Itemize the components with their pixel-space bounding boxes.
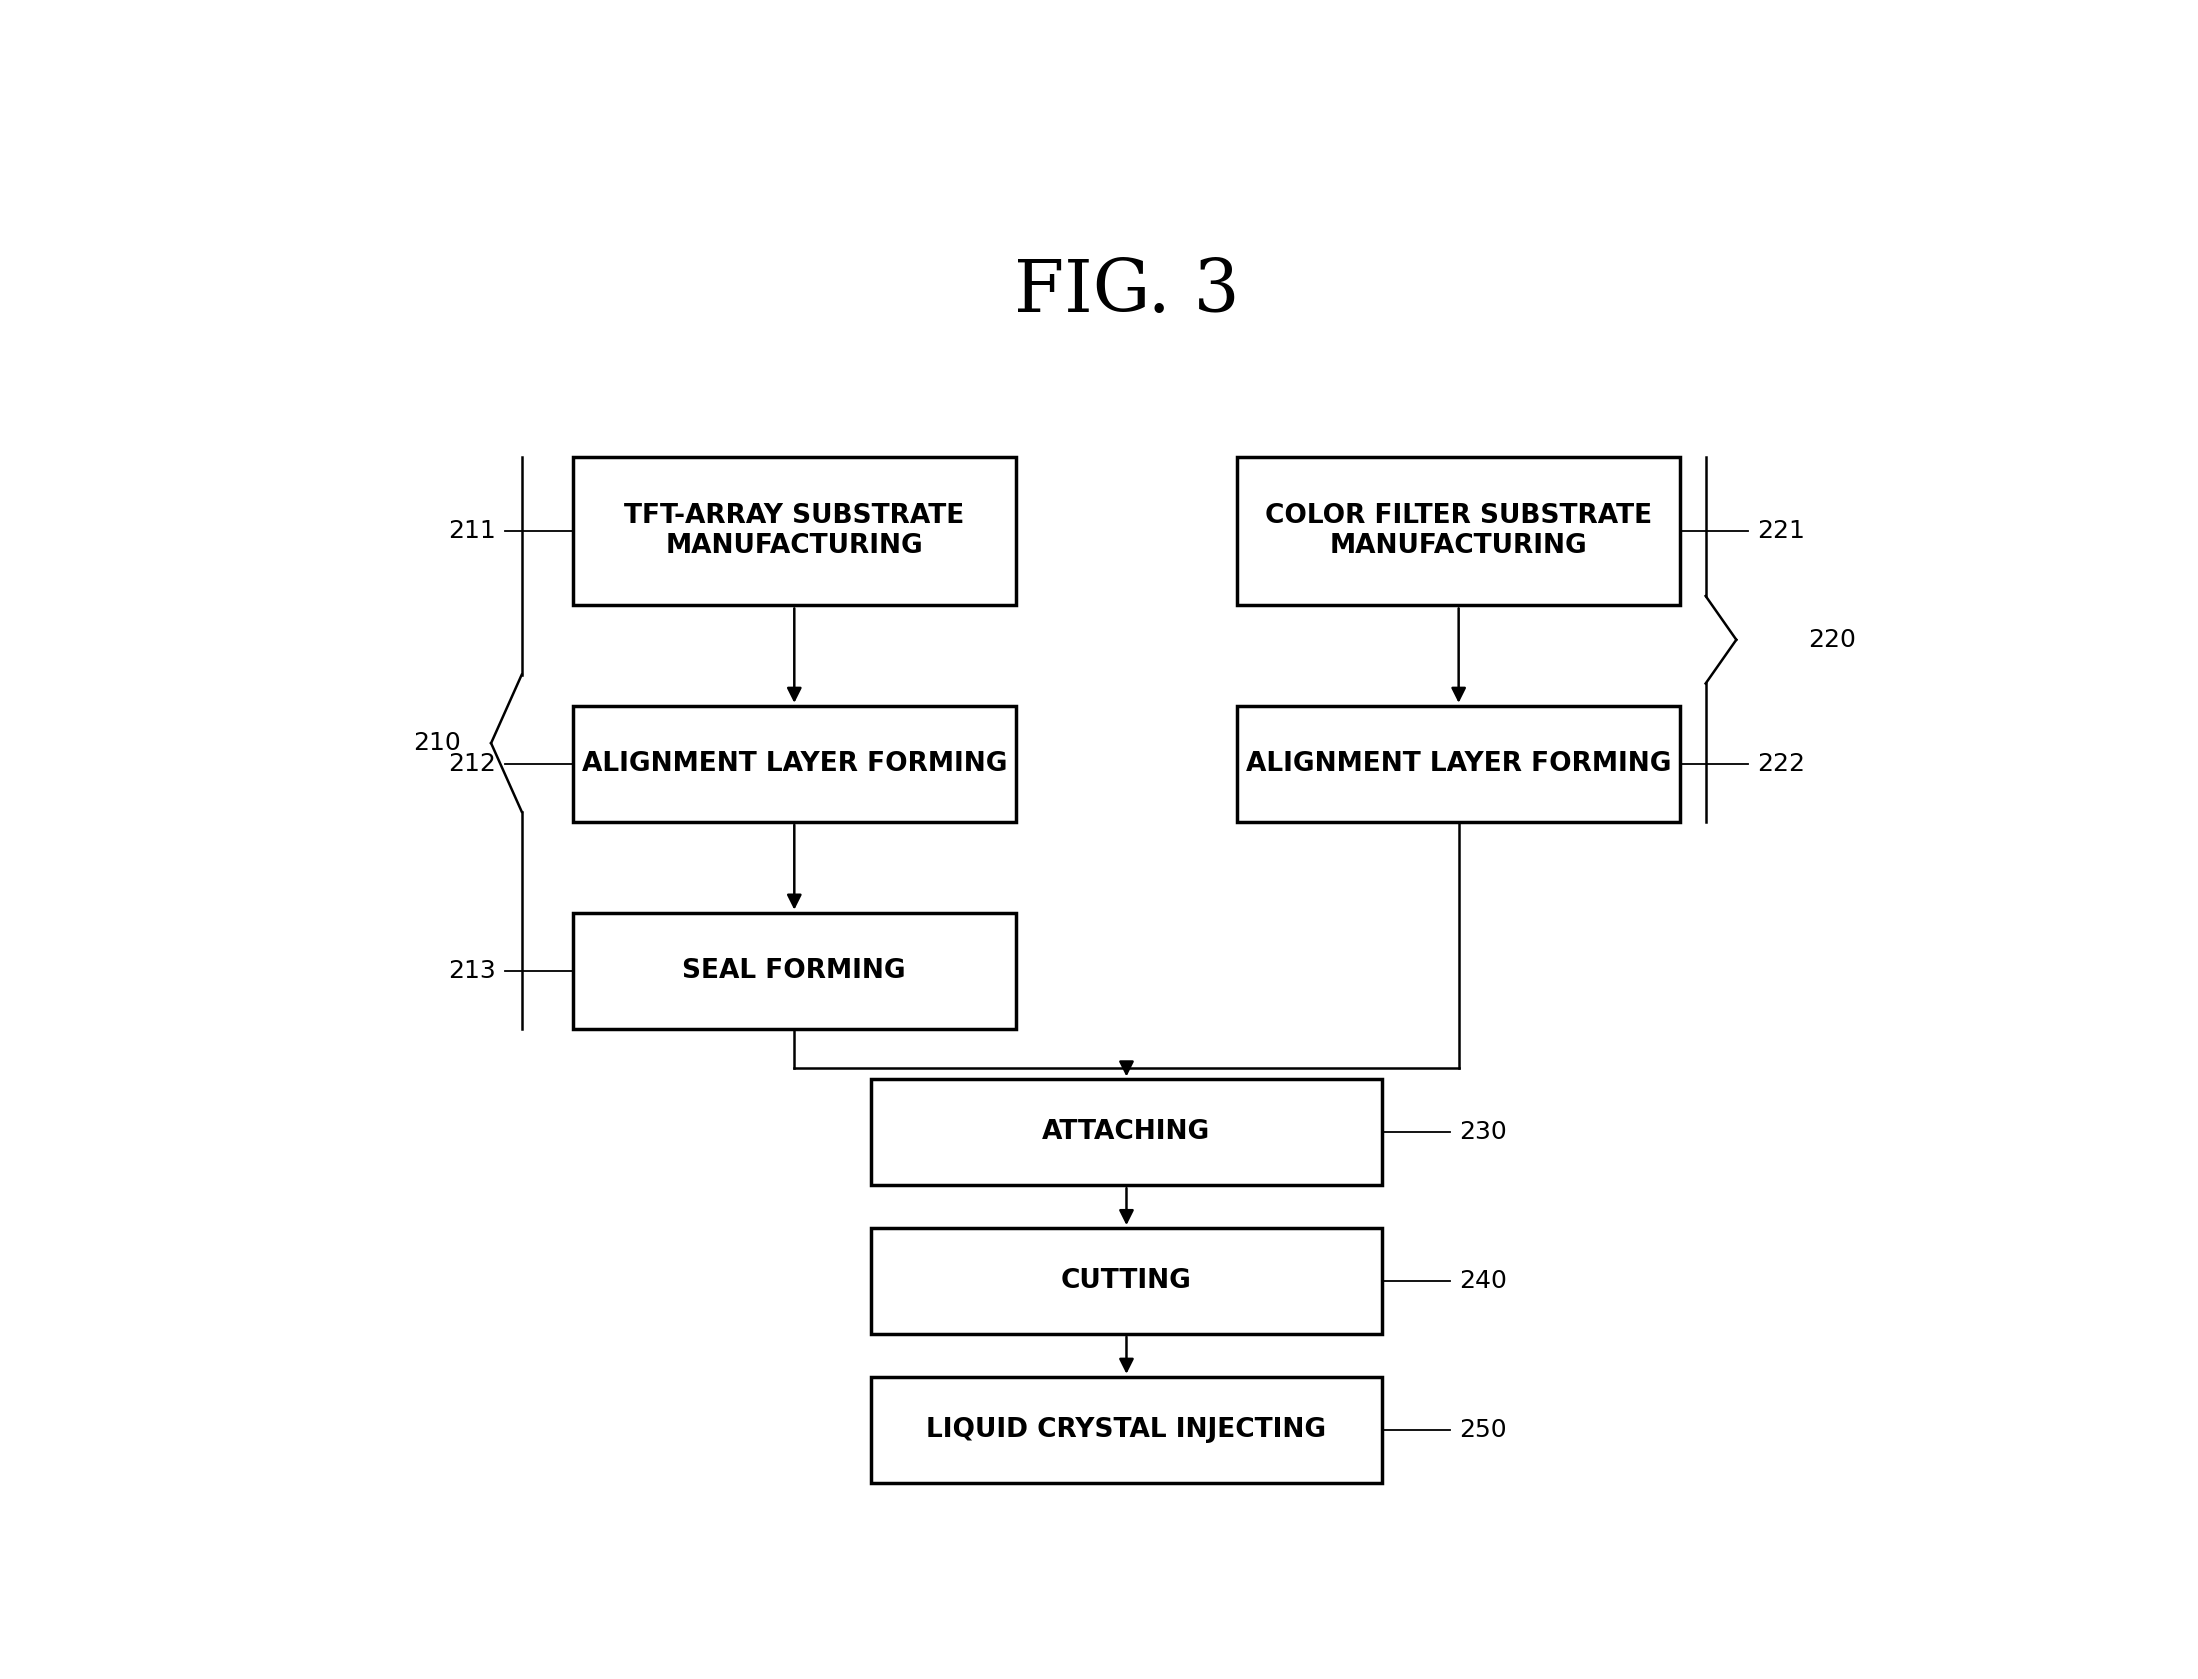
Text: LIQUID CRYSTAL INJECTING: LIQUID CRYSTAL INJECTING — [925, 1417, 1328, 1442]
FancyBboxPatch shape — [574, 705, 1015, 823]
Text: 250: 250 — [1459, 1417, 1506, 1442]
Text: 220: 220 — [1807, 628, 1855, 651]
FancyBboxPatch shape — [870, 1227, 1383, 1335]
Text: 240: 240 — [1459, 1269, 1506, 1293]
Text: 212: 212 — [448, 752, 497, 776]
Text: FIG. 3: FIG. 3 — [1013, 257, 1240, 327]
Text: 221: 221 — [1756, 519, 1805, 542]
Text: 213: 213 — [448, 959, 497, 982]
FancyBboxPatch shape — [574, 913, 1015, 1029]
Text: ALIGNMENT LAYER FORMING: ALIGNMENT LAYER FORMING — [582, 751, 1007, 777]
FancyBboxPatch shape — [1237, 705, 1679, 823]
Text: 210: 210 — [413, 730, 459, 756]
Text: SEAL FORMING: SEAL FORMING — [684, 957, 906, 984]
Text: 230: 230 — [1459, 1120, 1506, 1145]
Text: CUTTING: CUTTING — [1062, 1268, 1191, 1295]
FancyBboxPatch shape — [870, 1080, 1383, 1185]
Text: 222: 222 — [1756, 752, 1805, 776]
FancyBboxPatch shape — [870, 1377, 1383, 1483]
FancyBboxPatch shape — [1237, 457, 1679, 606]
Text: 211: 211 — [448, 519, 497, 542]
Text: TFT-ARRAY SUBSTRATE
MANUFACTURING: TFT-ARRAY SUBSTRATE MANUFACTURING — [624, 504, 965, 559]
Text: COLOR FILTER SUBSTRATE
MANUFACTURING: COLOR FILTER SUBSTRATE MANUFACTURING — [1266, 504, 1653, 559]
Text: ALIGNMENT LAYER FORMING: ALIGNMENT LAYER FORMING — [1246, 751, 1670, 777]
Text: ATTACHING: ATTACHING — [1042, 1120, 1211, 1145]
FancyBboxPatch shape — [574, 457, 1015, 606]
